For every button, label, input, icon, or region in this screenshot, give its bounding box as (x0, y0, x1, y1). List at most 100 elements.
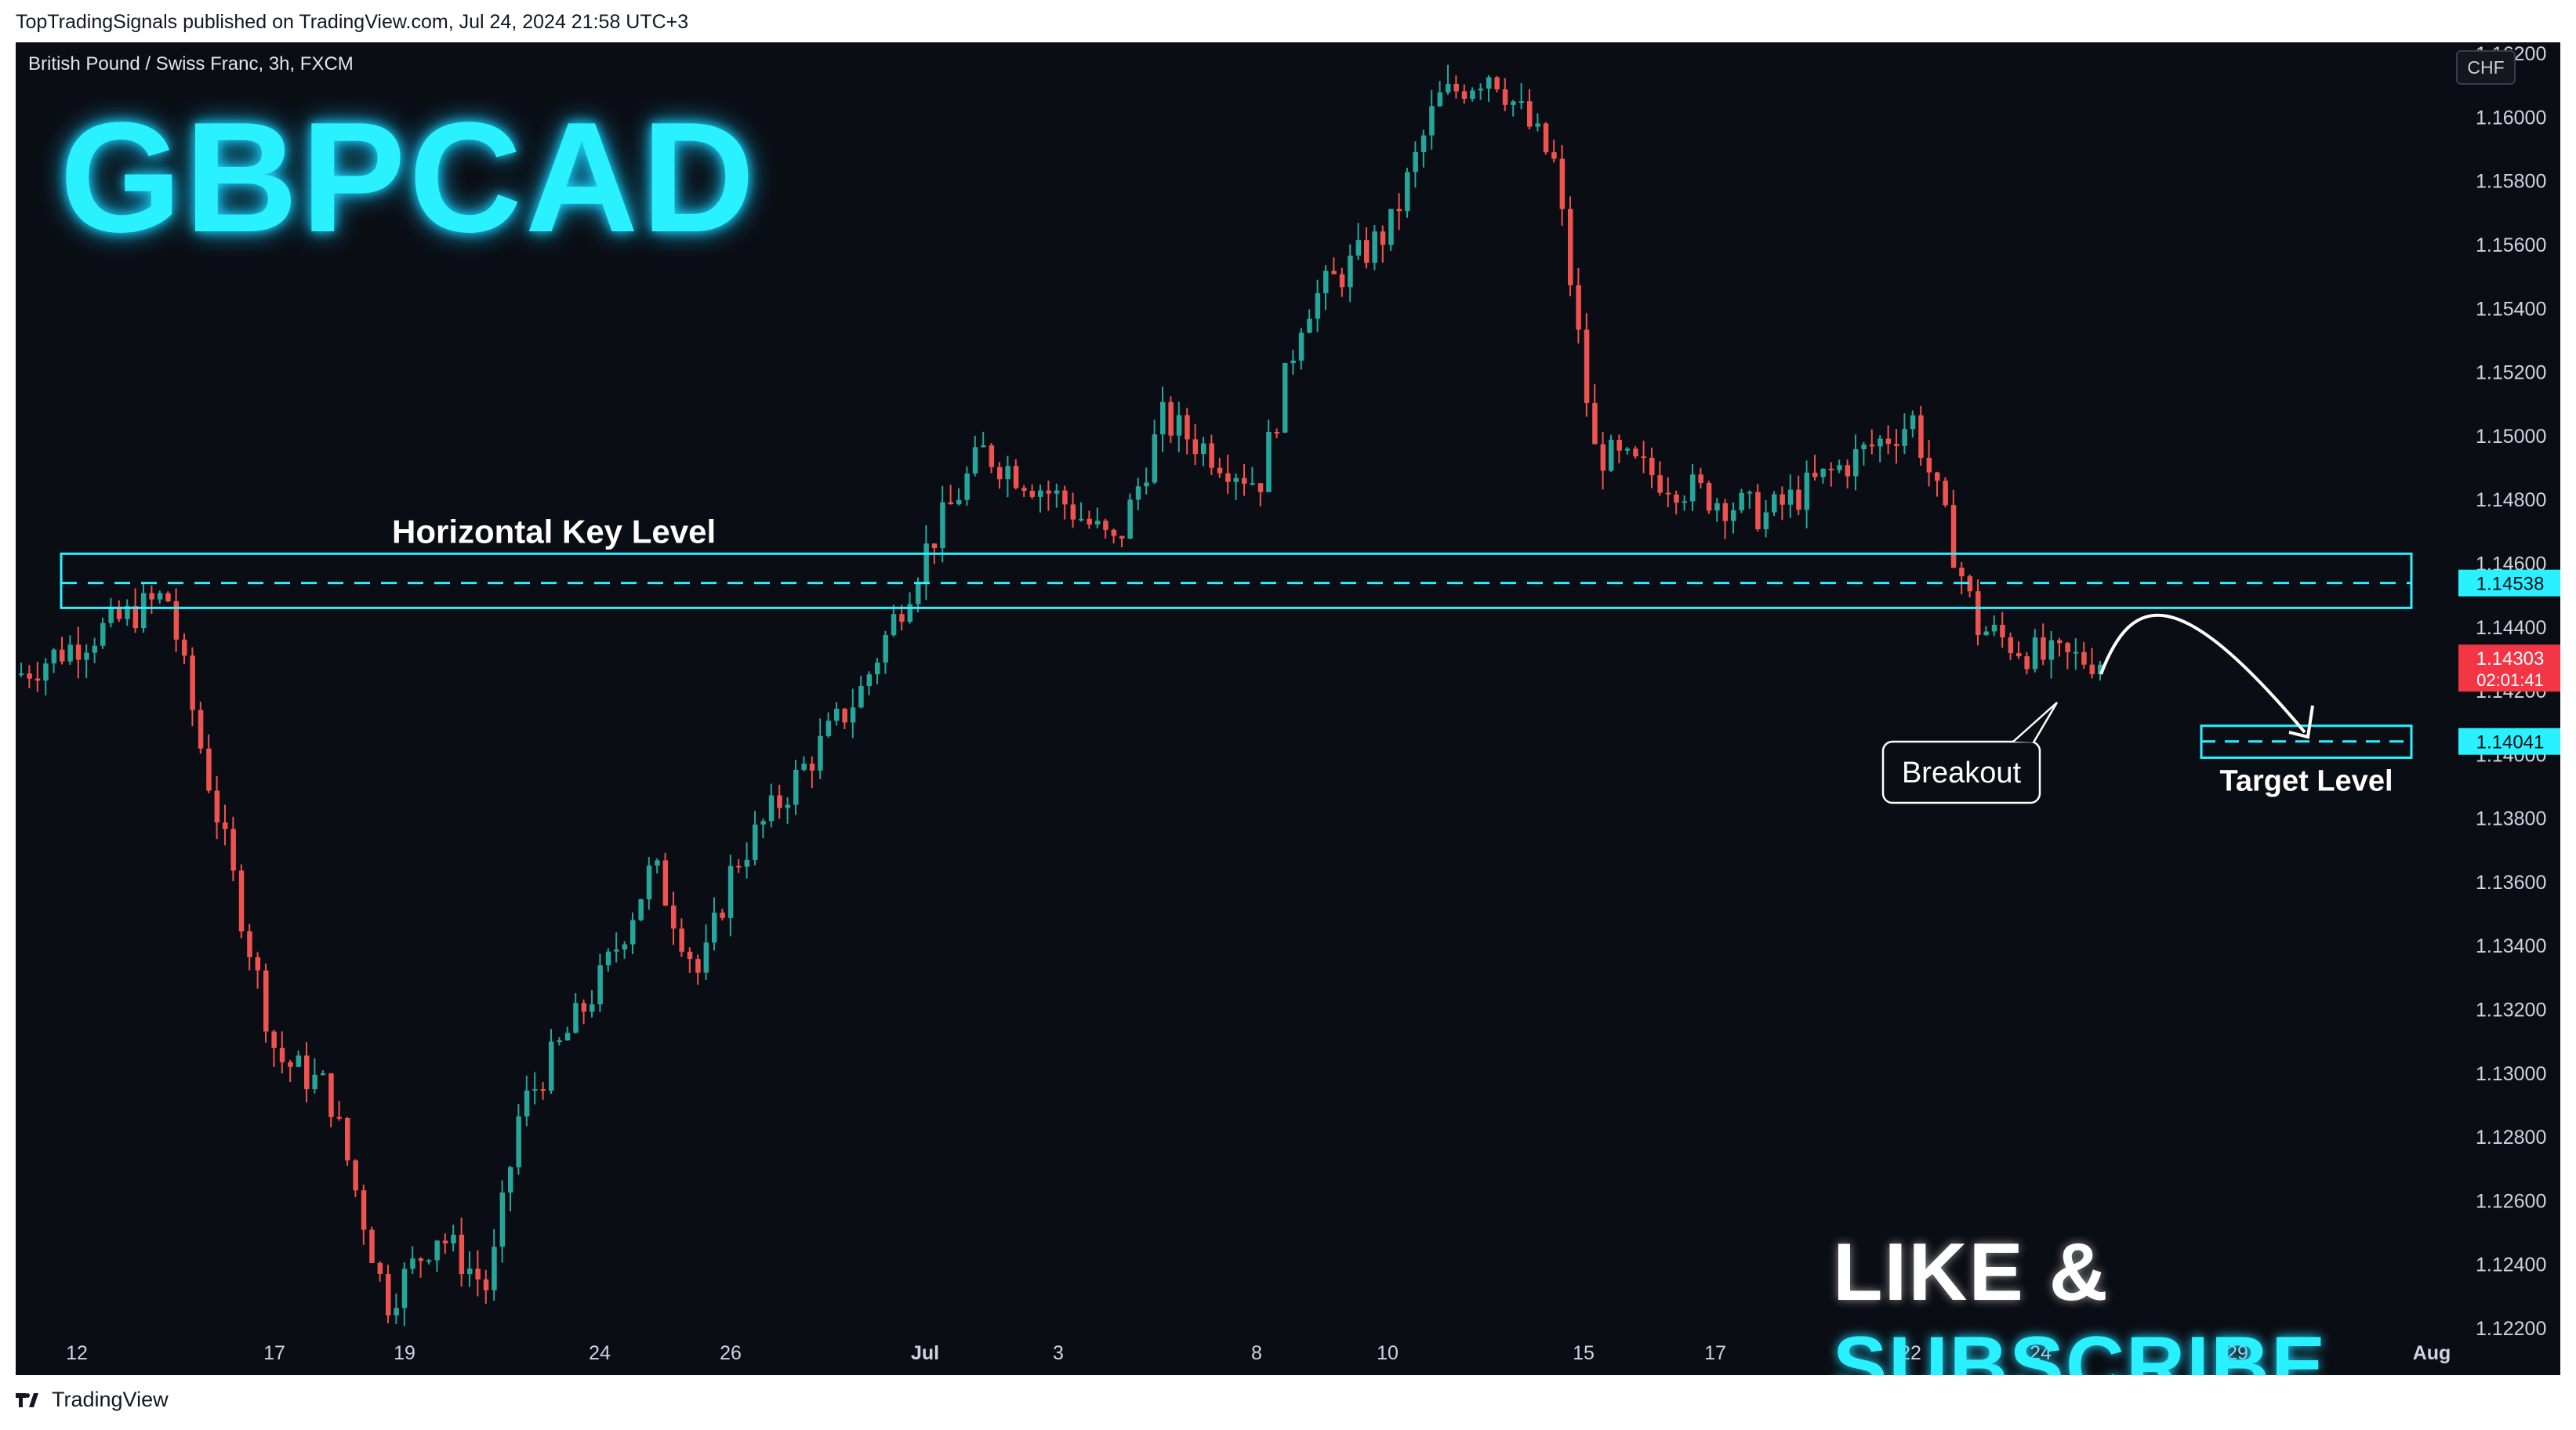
current-price-tag (2458, 644, 2560, 692)
subscribe-text: SUBSCRIBE (1833, 1320, 2327, 1375)
down-candle (288, 1062, 293, 1067)
up-candle (1079, 518, 1084, 521)
down-candle (1103, 521, 1108, 530)
up-candle (125, 605, 130, 619)
up-candle (1787, 489, 1794, 505)
current-price-tag-countdown: 02:01:41 (2476, 670, 2544, 690)
down-candle (540, 1089, 546, 1091)
down-candle (1257, 483, 1264, 492)
up-candle (108, 606, 114, 623)
down-candle (1013, 466, 1019, 488)
down-candle (1119, 535, 1125, 539)
x-tick-label: 10 (1377, 1342, 1399, 1364)
currency-button[interactable]: CHF (2456, 50, 2516, 85)
down-candle (1600, 444, 1606, 471)
up-candle (793, 769, 799, 805)
down-candle (687, 951, 693, 960)
footer-brand: TradingView (52, 1388, 169, 1411)
down-candle (671, 906, 677, 929)
up-candle (1201, 443, 1206, 455)
down-candle (2000, 624, 2005, 637)
up-candle (818, 735, 823, 771)
up-candle (768, 795, 775, 822)
down-candle (165, 593, 171, 601)
down-candle (1168, 401, 1174, 436)
down-candle (1494, 77, 1500, 89)
down-candle (263, 970, 269, 1032)
down-candle (230, 829, 236, 871)
down-candle (1111, 529, 1117, 536)
down-candle (989, 445, 995, 467)
down-candle (1070, 504, 1076, 520)
down-candle (931, 543, 938, 549)
down-candle (34, 678, 41, 681)
down-candle (132, 605, 139, 629)
x-tick-label: 24 (2030, 1342, 2052, 1364)
up-candle (141, 593, 147, 629)
current-price-tag-text: 1.14303 (2476, 648, 2545, 670)
down-candle (1185, 415, 1190, 440)
down-candle (459, 1234, 465, 1275)
up-candle (614, 949, 619, 952)
down-candle (997, 466, 1003, 480)
up-candle (655, 860, 660, 866)
down-candle (1649, 457, 1655, 476)
x-tick-label: 22 (1899, 1342, 1921, 1364)
down-candle (1559, 158, 1566, 209)
up-candle (51, 649, 57, 664)
down-candle (353, 1160, 358, 1191)
down-candle (1674, 494, 1679, 503)
up-candle (727, 866, 734, 918)
tradingview-logo-icon (16, 1392, 38, 1407)
down-candle (1657, 475, 1663, 493)
up-candle (923, 543, 929, 584)
chart-panel[interactable]: Horizontal Key Level Target Level Breakout… (16, 42, 2560, 1375)
key-level-zone (60, 552, 2413, 609)
up-candle (1283, 363, 1288, 433)
x-tick-label: 8 (1251, 1342, 1262, 1364)
up-candle (858, 686, 864, 708)
up-candle (157, 593, 163, 600)
up-candle (1250, 483, 1255, 485)
up-candle (972, 447, 978, 474)
up-candle (2098, 664, 2103, 674)
down-candle (1021, 488, 1027, 492)
up-candle (2073, 651, 2079, 654)
down-candle (1755, 492, 1761, 530)
up-candle (1413, 151, 1418, 172)
down-candle (2008, 637, 2014, 654)
down-candle (679, 928, 684, 952)
down-candle (662, 860, 669, 906)
up-candle (1470, 90, 1475, 100)
up-candle (1405, 172, 1410, 212)
up-candle (760, 821, 766, 825)
down-candle (247, 931, 252, 957)
down-candle (2057, 640, 2063, 644)
down-candle (581, 1003, 587, 1012)
tradingview-footer[interactable]: TradingView (16, 1388, 169, 1412)
y-tick-label: 1.16000 (2476, 107, 2546, 129)
down-candle (361, 1190, 367, 1230)
down-candle (2041, 637, 2046, 660)
up-candle (1152, 434, 1158, 483)
down-candle (190, 655, 195, 710)
up-candle (1446, 83, 1451, 93)
y-tick-label: 1.15400 (2476, 298, 2546, 320)
down-candle (60, 649, 65, 662)
up-candle (1518, 101, 1525, 103)
down-candle (1780, 494, 1785, 505)
y-tick-label: 1.12800 (2476, 1127, 2546, 1149)
down-candle (1046, 490, 1051, 494)
up-candle (1233, 477, 1239, 482)
down-candle (271, 1031, 277, 1048)
up-candle (964, 473, 970, 500)
up-candle (1420, 135, 1427, 152)
up-candle (2048, 640, 2055, 660)
up-candle (1323, 270, 1329, 293)
down-candle (1592, 402, 1598, 445)
candlestick-chart[interactable]: Horizontal Key Level Target Level Breakout… (16, 42, 2560, 1375)
up-candle (516, 1116, 521, 1167)
up-candle (1772, 494, 1777, 513)
target-level-price-tag-text: 1.14041 (2476, 732, 2545, 753)
down-candle (1894, 444, 1899, 446)
